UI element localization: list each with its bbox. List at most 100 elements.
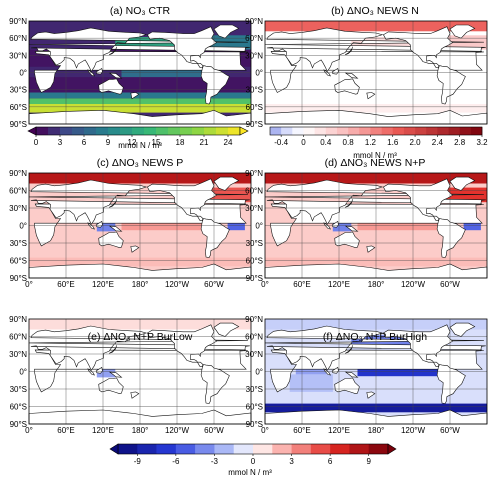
lat-tick-label: 30°S bbox=[246, 86, 263, 95]
colorbar-swatch bbox=[470, 127, 483, 135]
lat-tick-label: 90°N bbox=[245, 169, 263, 178]
colorbar-frame bbox=[269, 126, 483, 136]
continent-outline bbox=[436, 65, 466, 105]
continent-outline bbox=[200, 65, 230, 105]
lon-tick-label: 120°W bbox=[165, 280, 190, 289]
colorbar-swatch bbox=[233, 444, 254, 454]
colorbar-tick-label: 0 bbox=[34, 138, 39, 147]
continent-outline bbox=[87, 222, 96, 230]
field-region bbox=[96, 222, 116, 232]
continent-outline bbox=[323, 69, 331, 77]
panel-f-lat-ticks: 90°N 60°N 30°N 0° 30°S 60°S 90°S bbox=[245, 315, 263, 429]
continent-outline bbox=[344, 72, 359, 79]
lon-tick-label: 0° bbox=[261, 280, 269, 289]
lat-tick-label: 90°S bbox=[10, 120, 27, 129]
panel-d-lat-ticks: 90°N 60°N 30°N 0° 30°S 60°S 90°S bbox=[245, 169, 263, 283]
lat-tick-label: 30°S bbox=[246, 385, 263, 394]
lat-tick-label: 30°S bbox=[246, 239, 263, 248]
colorbar-swatch bbox=[60, 127, 73, 135]
lat-tick-label: 0° bbox=[19, 69, 27, 78]
panel-b-map bbox=[264, 20, 488, 125]
continent-outline bbox=[108, 72, 123, 79]
shared-colorbar-label: mmol N / m³ bbox=[228, 468, 272, 477]
continent-outline bbox=[366, 391, 376, 399]
colorbar-tick-label: 3 bbox=[289, 457, 294, 466]
continent-outline bbox=[449, 24, 476, 39]
colorbar-tick-label: 1.6 bbox=[387, 138, 399, 147]
colorbar-swatch bbox=[132, 127, 145, 135]
panel-e-lat-ticks: 90°N 60°N 30°N 0° 30°S 60°S 90°S bbox=[9, 315, 27, 429]
continent-outline bbox=[147, 178, 217, 222]
colorbar-tick-label: 2.8 bbox=[454, 138, 466, 147]
colorbar-extend-high bbox=[239, 126, 249, 136]
lon-tick-label: 120°E bbox=[328, 426, 350, 435]
colorbar-tick-label: 2.4 bbox=[432, 138, 444, 147]
colorbar-swatch bbox=[96, 127, 109, 135]
colorbar-swatch bbox=[381, 127, 394, 135]
lat-tick-label: 30°N bbox=[245, 204, 263, 213]
panel-a-map bbox=[28, 20, 252, 125]
colorbar-swatch bbox=[175, 444, 196, 454]
continent-outline bbox=[449, 322, 476, 337]
colorbar-swatch bbox=[192, 127, 205, 135]
continent-outline bbox=[147, 324, 217, 368]
colorbar-tick-label: 9 bbox=[366, 457, 371, 466]
panel-f: (f) ΔNO₃ N+P BurHigh 90°N 60°N 30°N 0° 30°S 6… bbox=[245, 315, 488, 435]
colorbar-extend-high bbox=[387, 443, 397, 455]
panel-e-title: (e) ΔNO₃ N+P BurLow bbox=[88, 331, 193, 343]
lon-tick-label: 120°E bbox=[92, 280, 114, 289]
colorbar-swatch bbox=[359, 127, 371, 135]
colorbar-tick-label: 12 bbox=[128, 138, 137, 147]
colorbar-swatch bbox=[437, 127, 449, 135]
panel-a-colorbar: 0 3 6 9 12 15 18 21 24 bbox=[27, 126, 249, 147]
panel-e-map bbox=[28, 318, 252, 425]
colorbar-swatch bbox=[156, 444, 177, 454]
panel-c-title: (c) ΔNO₃ NEWS P bbox=[97, 157, 184, 169]
lat-tick-label: 90°S bbox=[246, 420, 263, 429]
colorbar-swatch bbox=[216, 127, 229, 135]
panel-d: (d) ΔNO₃ NEWS N+P 90°N 60°N 30°N 0° 30°S 60°S… bbox=[245, 157, 488, 289]
panel-a-title: (a) NO₃ CTR bbox=[110, 5, 171, 17]
colorbar-tick-label: 18 bbox=[176, 138, 185, 147]
map-frame bbox=[264, 318, 488, 425]
lat-tick-label: 0° bbox=[255, 222, 263, 231]
lat-tick-label: 60°N bbox=[245, 34, 263, 43]
panel-b-colorbar-label: mmol N / m³ bbox=[353, 151, 397, 160]
continent-outline bbox=[28, 27, 250, 73]
continent-outline bbox=[109, 46, 117, 56]
colorbar-swatch bbox=[48, 127, 61, 135]
lat-tick-label: 60°S bbox=[246, 257, 263, 266]
lon-tick-label: 0° bbox=[261, 426, 269, 435]
lat-tick-label: 90°N bbox=[9, 315, 27, 324]
lat-tick-label: 0° bbox=[19, 368, 27, 377]
colorbar-swatch bbox=[180, 127, 193, 135]
lon-tick-label: 60°E bbox=[57, 280, 74, 289]
continent-outline bbox=[323, 222, 332, 230]
shared-colorbar: -9 -6 -3 0 3 6 9 bbox=[109, 443, 397, 466]
field-region bbox=[357, 219, 441, 231]
lat-tick-label: 0° bbox=[19, 222, 27, 231]
continent-outline bbox=[436, 218, 466, 258]
lon-tick-label: 60°E bbox=[57, 426, 74, 435]
continent-outline bbox=[436, 364, 466, 404]
colorbar-swatch bbox=[330, 444, 350, 454]
colorbar-tick-label: 3.2 bbox=[476, 138, 488, 147]
lat-tick-label: 30°N bbox=[9, 204, 27, 213]
continent-outline bbox=[146, 26, 218, 69]
panel-b: (b) ΔNO₃ NEWS N 90°N60°N30°N0°30°S60°S90… bbox=[245, 5, 488, 160]
colorbar-swatch bbox=[281, 127, 293, 135]
colorbar-swatch bbox=[303, 127, 315, 135]
lat-tick-label: 60°S bbox=[246, 403, 263, 412]
colorbar-extend-low bbox=[109, 443, 119, 455]
continent-outline bbox=[109, 199, 117, 208]
colorbar-tick-label: -9 bbox=[134, 457, 142, 466]
lon-tick-label: 0° bbox=[25, 280, 33, 289]
lon-tick-label: 60°E bbox=[293, 426, 310, 435]
panel-e-lon-ticks: 0° 60°E 120°E 180° 120°W 60°W bbox=[25, 426, 224, 435]
continent-outline bbox=[108, 371, 123, 378]
colorbar-tick-label: 2.0 bbox=[409, 138, 421, 147]
panel-e: (e) ΔNO₃ N+P BurLow 90°N 60°N 30°N 0° 30°S 60… bbox=[9, 315, 252, 435]
field-region bbox=[463, 222, 481, 231]
continent-outline bbox=[130, 92, 140, 100]
